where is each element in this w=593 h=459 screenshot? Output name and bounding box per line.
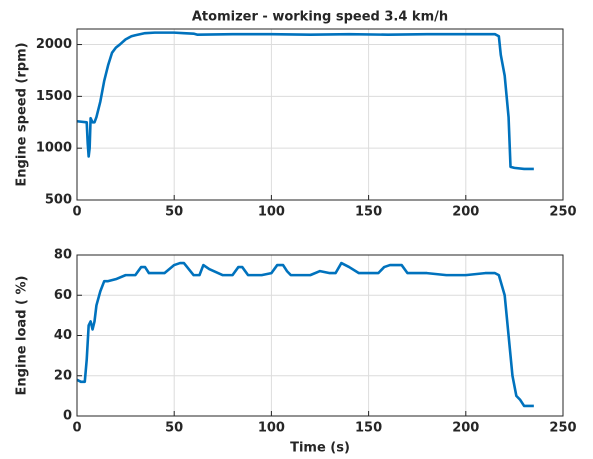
x-axis-label: Time (s) xyxy=(290,441,350,456)
y-tick-label: 40 xyxy=(54,328,72,343)
y-axis-label: Engine speed (rpm) xyxy=(15,42,30,186)
x-tick-label: 250 xyxy=(549,421,576,436)
y-tick-label: 20 xyxy=(54,368,72,383)
x-tick-label: 100 xyxy=(258,421,285,436)
y-tick-label: 1500 xyxy=(36,89,72,104)
x-tick-label: 50 xyxy=(165,205,183,220)
axes-box xyxy=(76,28,564,201)
x-tick-label: 150 xyxy=(355,421,382,436)
data-line xyxy=(76,261,534,408)
x-tick-label: 250 xyxy=(549,205,576,220)
x-tick-label: 100 xyxy=(258,205,285,220)
y-tick-label: 1000 xyxy=(36,141,72,156)
data-line xyxy=(76,31,534,171)
y-tick-label: 2000 xyxy=(36,37,72,52)
x-tick-label: 150 xyxy=(355,205,382,220)
x-tick-label: 50 xyxy=(165,421,183,436)
y-axis-label: Engine load ( %) xyxy=(15,276,30,396)
y-tick-label: 500 xyxy=(45,193,72,208)
axes-box xyxy=(76,254,564,417)
y-tick-label: 80 xyxy=(54,248,72,263)
chart-title: Atomizer - working speed 3.4 km/h xyxy=(192,10,448,25)
x-tick-label: 200 xyxy=(452,421,479,436)
x-tick-label: 200 xyxy=(452,205,479,220)
x-tick-label: 0 xyxy=(72,205,81,220)
y-tick-label: 60 xyxy=(54,288,72,303)
y-tick-label: 0 xyxy=(63,409,72,424)
x-tick-label: 0 xyxy=(72,421,81,436)
